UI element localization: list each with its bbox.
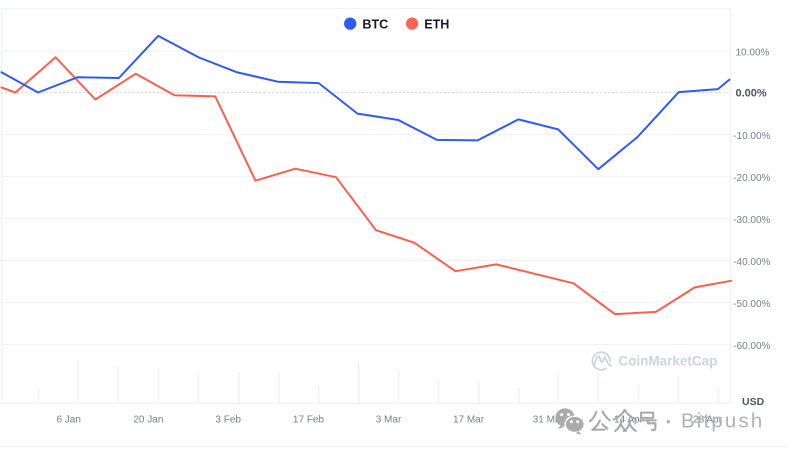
svg-text:ETH: ETH: [424, 17, 449, 31]
svg-text:-30.00%: -30.00%: [733, 215, 770, 226]
svg-text:17 Feb: 17 Feb: [293, 414, 325, 425]
svg-text:USD: USD: [742, 396, 765, 408]
svg-text:3 Feb: 3 Feb: [215, 414, 241, 425]
svg-text:BTC: BTC: [362, 17, 388, 31]
svg-text:-10.00%: -10.00%: [733, 131, 770, 142]
svg-text:14 Apr: 14 Apr: [614, 414, 644, 425]
svg-text:-60.00%: -60.00%: [733, 341, 770, 352]
svg-text:3 Mar: 3 Mar: [376, 414, 402, 425]
svg-text:17 Mar: 17 Mar: [453, 414, 485, 425]
svg-text:0.00%: 0.00%: [736, 87, 767, 99]
svg-text:CoinMarketCap: CoinMarketCap: [618, 353, 717, 368]
svg-text:-20.00%: -20.00%: [733, 173, 770, 184]
svg-text:6 Jan: 6 Jan: [56, 414, 80, 425]
svg-text:10.00%: 10.00%: [736, 47, 770, 58]
svg-text:-40.00%: -40.00%: [733, 257, 770, 268]
svg-text:31 Mar: 31 Mar: [533, 414, 565, 425]
svg-text:Bitpush: Bitpush: [681, 410, 764, 432]
svg-text:28 Apr: 28 Apr: [693, 414, 723, 425]
svg-text:-50.00%: -50.00%: [733, 299, 770, 310]
svg-text:20 Jan: 20 Jan: [133, 414, 163, 425]
